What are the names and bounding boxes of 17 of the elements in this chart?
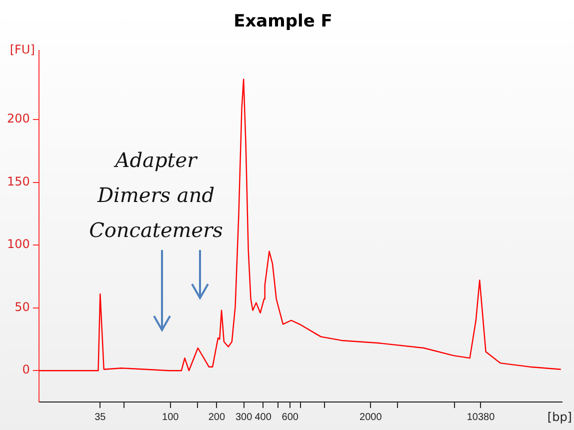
- y-tick-label: 200: [7, 112, 30, 126]
- x-tick-label: 600: [282, 412, 299, 423]
- y-axis-title: [FU]: [10, 42, 35, 57]
- x-tick-label: 100: [162, 412, 180, 423]
- x-tick-label: 300: [235, 412, 253, 423]
- x-tick-label: 200: [208, 412, 226, 423]
- x-tick-label: 35: [94, 412, 106, 423]
- x-axis-title: [bp]: [547, 410, 572, 424]
- annotation: Adapter Dimers and Concatemers: [88, 147, 224, 244]
- y-tick-label: 150: [7, 174, 30, 188]
- y-tick-label: 50: [14, 300, 30, 314]
- chart-title: Example F: [234, 12, 332, 32]
- x-tick-label: 2000: [360, 412, 382, 423]
- x-tick-label: 10380: [466, 412, 496, 423]
- y-tick-label: 0: [22, 362, 30, 377]
- y-tick-label: 100: [7, 237, 30, 252]
- x-tick-label: 400: [254, 412, 272, 423]
